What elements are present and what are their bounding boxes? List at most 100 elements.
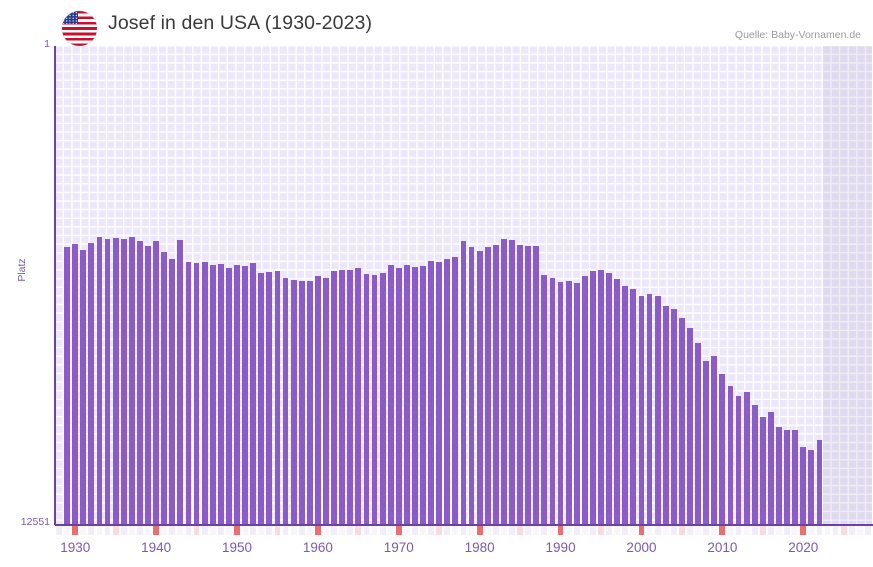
x-axis-tick <box>258 526 265 535</box>
bar <box>217 264 224 524</box>
x-axis-tick-label: 1980 <box>464 540 495 555</box>
x-axis-tick <box>808 526 815 535</box>
bar <box>96 237 103 524</box>
x-axis-tick <box>865 526 871 535</box>
bar <box>533 245 540 524</box>
x-axis-tick <box>363 526 370 535</box>
x-axis-tick <box>856 526 863 535</box>
x-axis-tick <box>848 526 855 535</box>
x-axis-tick <box>598 526 604 535</box>
x-axis-tick <box>209 526 216 535</box>
x-axis-tick <box>306 526 313 535</box>
x-axis-tick <box>193 526 200 535</box>
x-axis-tick <box>573 526 580 535</box>
bar <box>347 269 354 524</box>
x-axis-tick <box>282 526 289 535</box>
bar <box>816 439 823 524</box>
bar <box>784 429 790 524</box>
bar <box>614 279 621 524</box>
bar <box>412 266 418 524</box>
x-axis-tick-label: 2020 <box>788 540 819 555</box>
bar <box>598 269 604 524</box>
bar <box>808 450 815 524</box>
bar <box>703 361 710 524</box>
x-axis-tick <box>751 526 758 535</box>
bar <box>80 249 87 524</box>
x-axis-tick <box>137 526 143 535</box>
x-axis-tick-label: 1970 <box>383 540 414 555</box>
x-axis-tick <box>444 526 451 535</box>
source-label: Quelle: Baby-Vornamen.de <box>734 29 861 41</box>
x-axis-tick <box>460 526 467 535</box>
x-axis-tick <box>816 526 823 535</box>
x-axis-tick <box>88 526 95 535</box>
bar <box>751 405 758 524</box>
bar <box>630 288 637 524</box>
x-axis-tick <box>314 526 321 535</box>
bar <box>193 263 200 524</box>
bar <box>476 250 483 524</box>
x-axis-tick <box>96 526 103 535</box>
bar <box>670 309 677 524</box>
bar <box>452 256 459 524</box>
us-flag-icon <box>62 11 97 46</box>
chart-header: Josef in den USA (1930-2023) Quelle: Bab… <box>0 0 873 46</box>
x-axis-tick <box>501 526 507 535</box>
x-axis-tick <box>824 526 831 535</box>
y-axis-tick-top: 1 <box>44 38 50 50</box>
x-axis-tick <box>339 526 346 535</box>
flag-stars <box>62 11 79 25</box>
x-axis-tick <box>80 526 87 535</box>
bar <box>444 259 451 524</box>
x-axis-tick <box>776 526 782 535</box>
bar <box>622 285 629 524</box>
x-axis-tick <box>371 526 378 535</box>
bar <box>662 305 669 524</box>
bar <box>145 245 151 524</box>
bar <box>339 269 346 524</box>
bar <box>687 328 693 524</box>
x-axis-tick <box>654 526 661 535</box>
bar <box>509 239 515 524</box>
x-axis-tick <box>428 526 435 535</box>
x-axis-tick <box>177 526 184 535</box>
bar <box>331 270 337 524</box>
x-axis-tick <box>767 526 774 535</box>
x-axis-tick <box>290 526 297 535</box>
x-axis-tick <box>153 526 159 535</box>
bar <box>581 275 588 524</box>
x-axis-tick <box>323 526 329 535</box>
x-axis-tick <box>266 526 273 535</box>
bar <box>638 296 645 524</box>
bar <box>678 317 685 524</box>
bar <box>323 277 329 524</box>
bar <box>792 429 799 524</box>
bar <box>226 267 232 524</box>
x-axis-tick <box>541 526 548 535</box>
x-axis-tick <box>436 526 443 535</box>
bar <box>290 279 297 524</box>
bar <box>743 392 750 524</box>
bar <box>711 356 718 524</box>
x-axis-tick <box>743 526 750 535</box>
x-axis-tick <box>695 526 701 535</box>
bar <box>420 266 426 524</box>
bar <box>379 272 386 524</box>
x-axis-tick <box>517 526 524 535</box>
x-axis-tick <box>727 526 734 535</box>
bar <box>314 276 321 524</box>
x-axis-tick <box>420 526 426 535</box>
x-axis-tick <box>412 526 418 535</box>
x-axis-tick <box>242 526 248 535</box>
bar <box>88 242 95 524</box>
bar <box>590 271 596 524</box>
x-axis-tick <box>201 526 208 535</box>
x-axis-tick-label: 1990 <box>545 540 576 555</box>
bar <box>274 270 281 524</box>
bar <box>573 282 580 524</box>
x-axis-tick <box>509 526 515 535</box>
bar <box>153 240 159 524</box>
x-axis-tick <box>476 526 483 535</box>
x-axis-tick <box>234 526 240 535</box>
